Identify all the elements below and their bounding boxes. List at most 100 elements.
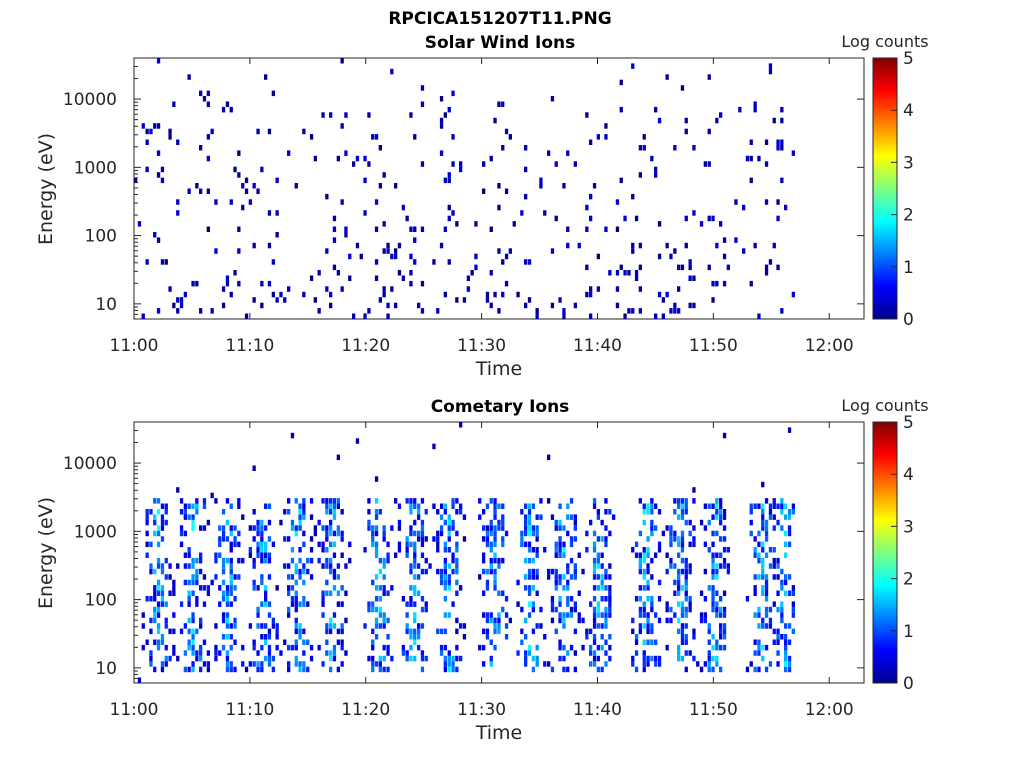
heatmap-cell (558, 547, 562, 553)
heatmap-cell (680, 509, 685, 515)
heatmap-cell (348, 275, 352, 281)
heatmap-cell (592, 541, 597, 548)
heatmap-cell (596, 563, 600, 569)
heatmap-cell (386, 552, 390, 558)
heatmap-cell (206, 585, 210, 591)
heatmap-cell (348, 253, 352, 260)
x-tick-label: 11:50 (689, 700, 738, 720)
heatmap-cell (290, 585, 295, 591)
heatmap-cell (443, 579, 447, 586)
heatmap-cell (363, 155, 367, 162)
heatmap-cell (715, 606, 719, 613)
heatmap-cell (443, 585, 447, 591)
heatmap-cell (485, 585, 490, 591)
heatmap-cell (439, 242, 444, 249)
heatmap-cell (784, 204, 788, 211)
heatmap-cell (221, 590, 226, 596)
heatmap-cell (455, 563, 459, 569)
heatmap-cell (535, 574, 539, 580)
heatmap-cell (256, 547, 260, 553)
heatmap-cell (680, 623, 685, 629)
heatmap-cell (332, 498, 337, 504)
heatmap-cell (447, 612, 451, 618)
heatmap-cell (761, 481, 765, 488)
heatmap-cell (623, 270, 627, 276)
heatmap-cell (661, 297, 665, 303)
heatmap-cell (264, 655, 268, 662)
heatmap-cell (298, 519, 302, 526)
heatmap-cell (336, 574, 340, 580)
heatmap-cell (405, 601, 409, 607)
heatmap-cell (233, 623, 237, 629)
heatmap-cell (225, 101, 230, 107)
heatmap-cell (367, 519, 371, 526)
heatmap-cell (241, 644, 245, 651)
heatmap-cell (413, 541, 417, 548)
heatmap-cell (279, 291, 283, 298)
heatmap-cell (371, 628, 375, 635)
heatmap-cell (264, 525, 268, 531)
heatmap-cell (290, 574, 295, 580)
heatmap-cell (413, 634, 417, 640)
heatmap-cell (527, 650, 532, 656)
heatmap-cell (386, 617, 390, 624)
heatmap-cell (378, 612, 382, 618)
y-tick-label: 10 (95, 659, 117, 679)
heatmap-cell (417, 302, 421, 309)
heatmap-cell (684, 579, 688, 586)
heatmap-cell (405, 215, 409, 222)
heatmap-cell (692, 655, 696, 662)
heatmap-cell (592, 563, 597, 569)
heatmap-cell (409, 498, 413, 504)
heatmap-cell (711, 585, 715, 591)
heatmap-cell (600, 585, 604, 591)
heatmap-cell (164, 509, 168, 515)
heatmap-cell (722, 634, 727, 640)
heatmap-cell (336, 628, 340, 635)
heatmap-cell (684, 639, 688, 645)
heatmap-cell (501, 514, 505, 520)
heatmap-cell (719, 514, 723, 520)
heatmap-cell (566, 514, 570, 520)
heatmap-cell (176, 210, 180, 216)
heatmap-cell (688, 650, 692, 656)
heatmap-cell (600, 579, 604, 586)
heatmap-cell (332, 644, 337, 651)
heatmap-cell (715, 590, 719, 596)
heatmap-cell (615, 199, 620, 205)
heatmap-cell (378, 557, 382, 564)
heatmap-cell (225, 557, 230, 564)
heatmap-cell (134, 177, 138, 184)
heatmap-cell (179, 302, 184, 309)
heatmap-cell (309, 514, 314, 520)
heatmap-cell (566, 579, 570, 586)
heatmap-cell (267, 552, 272, 558)
heatmap-cell (202, 661, 207, 667)
heatmap-cell (600, 623, 604, 629)
heatmap-cell (791, 509, 795, 515)
heatmap-cell (524, 650, 528, 656)
heatmap-cell (650, 525, 654, 531)
heatmap-cell (478, 498, 482, 504)
heatmap-cell (722, 280, 727, 287)
heatmap-cell (149, 563, 153, 569)
heatmap-cell (183, 563, 187, 569)
heatmap-cell (409, 634, 413, 640)
heatmap-cell (264, 503, 268, 509)
heatmap-cell (160, 639, 165, 645)
heatmap-cell (252, 536, 256, 542)
heatmap-cell (294, 590, 298, 596)
heatmap-cell (252, 644, 256, 651)
heatmap-cell (386, 242, 390, 249)
heatmap-cell (764, 590, 769, 596)
heatmap-cell (501, 503, 505, 509)
heatmap-cell (256, 128, 260, 135)
heatmap-cell (206, 188, 210, 194)
heatmap-cell (707, 503, 711, 509)
heatmap-cell (692, 525, 696, 531)
heatmap-cell (451, 210, 455, 216)
heatmap-cell (436, 568, 440, 575)
heatmap-cell (374, 541, 379, 548)
heatmap-cell (761, 574, 765, 580)
